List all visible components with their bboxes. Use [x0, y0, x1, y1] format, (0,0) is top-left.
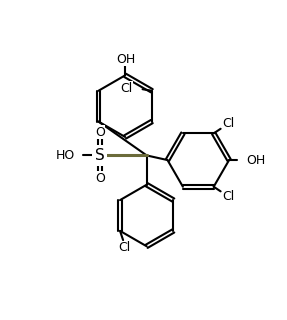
Text: O: O: [95, 126, 105, 139]
Text: OH: OH: [116, 53, 135, 66]
Text: S: S: [95, 148, 104, 163]
Text: Cl: Cl: [222, 190, 234, 203]
Text: Cl: Cl: [119, 241, 131, 254]
Text: HO: HO: [56, 149, 75, 162]
Text: O: O: [95, 172, 105, 185]
Text: Cl: Cl: [222, 117, 234, 130]
Text: OH: OH: [246, 154, 265, 166]
Text: Cl: Cl: [120, 82, 133, 95]
